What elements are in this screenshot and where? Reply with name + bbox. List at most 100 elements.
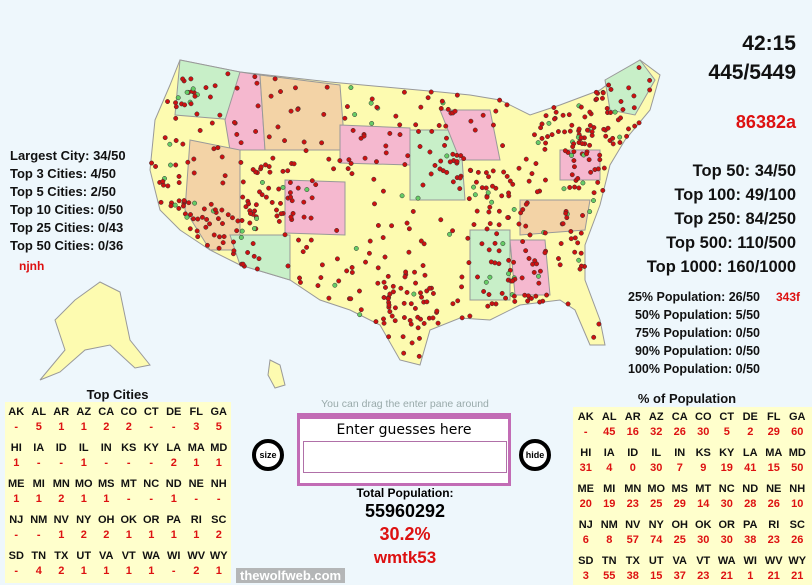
- state-value: -: [14, 529, 19, 541]
- state-value: 9: [700, 462, 707, 474]
- state-label: DE: [742, 411, 758, 423]
- city-dot: [523, 156, 529, 162]
- city-dot: [512, 299, 518, 304]
- city-dot: [567, 185, 573, 190]
- state-label: AZ: [648, 411, 664, 423]
- population-stat: 100% Population: 0/50: [628, 362, 760, 376]
- city-dot: [303, 148, 309, 154]
- city-dot: [430, 315, 436, 321]
- city-dot: [389, 223, 395, 229]
- city-dot: [188, 76, 194, 82]
- city-dot: [287, 190, 293, 196]
- enter-pane[interactable]: Enter guesses here: [297, 413, 511, 486]
- city-dot: [487, 274, 493, 280]
- state-value: 1: [215, 565, 222, 577]
- state-value: 30: [650, 462, 663, 474]
- size-button[interactable]: size: [252, 439, 284, 471]
- city-dot: [418, 316, 423, 322]
- city-dot: [385, 296, 391, 302]
- state-label: IN: [674, 447, 686, 459]
- state-label: NM: [600, 519, 618, 531]
- state-label: MI: [603, 483, 616, 495]
- city-dot: [436, 123, 442, 128]
- city-dot: [332, 282, 338, 288]
- state-label: NY: [648, 519, 664, 531]
- city-dot: [350, 127, 356, 133]
- state-value: 6: [582, 534, 589, 546]
- city-dot: [276, 186, 282, 192]
- city-dot: [582, 114, 588, 120]
- city-dot: [430, 291, 436, 296]
- city-dot: [231, 239, 236, 245]
- city-dot: [543, 177, 548, 183]
- state-value: 1: [193, 529, 200, 541]
- city-dot: [401, 350, 407, 356]
- city-dot: [204, 217, 210, 222]
- total-population-value: 55960292: [364, 501, 446, 521]
- city-dot: [475, 169, 481, 175]
- city-dot: [584, 151, 589, 157]
- state-label: IN: [100, 442, 112, 454]
- city-dot: [636, 65, 642, 71]
- state-value: 26: [673, 426, 686, 438]
- city-dot: [337, 158, 343, 164]
- city-dot: [287, 180, 293, 185]
- state-value: 25: [650, 498, 663, 510]
- city-dot: [549, 132, 555, 138]
- city-dot: [473, 179, 479, 185]
- state-value: 7: [676, 462, 683, 474]
- city-dot: [318, 275, 324, 281]
- state-shape: [184, 139, 241, 251]
- city-dot: [526, 178, 532, 184]
- city-dot: [266, 185, 272, 191]
- city-dot: [595, 166, 601, 172]
- state-shape: [439, 109, 501, 161]
- city-dot: [532, 258, 538, 264]
- state-value: 2: [103, 421, 110, 433]
- city-dot: [542, 146, 548, 152]
- city-dot: [553, 109, 559, 115]
- hide-button[interactable]: hide: [519, 439, 551, 471]
- state-value: 21: [791, 570, 804, 582]
- city-dot: [546, 120, 552, 126]
- population-stat: 25% Population: 26/50: [628, 290, 760, 304]
- state-label: CO: [120, 406, 138, 418]
- state-label: MD: [788, 447, 806, 459]
- city-dot: [191, 156, 197, 162]
- city-dot: [617, 140, 623, 145]
- city-dot: [610, 135, 616, 141]
- left-stat: Top 5 Cities: 2/50: [10, 184, 116, 199]
- city-dot: [367, 238, 373, 244]
- state-label: ME: [577, 483, 595, 495]
- state-value: 28: [744, 498, 757, 510]
- city-dot: [493, 108, 499, 114]
- guess-input[interactable]: [303, 441, 507, 473]
- city-dot: [240, 194, 246, 200]
- city-dot: [390, 283, 396, 289]
- state-value: 2: [747, 426, 754, 438]
- city-dot: [288, 214, 294, 220]
- city-dot: [516, 165, 522, 171]
- state-label: FL: [767, 411, 781, 423]
- state-label: CT: [719, 411, 735, 423]
- city-dot: [374, 159, 379, 165]
- state-label: TN: [31, 550, 47, 562]
- state-value: -: [171, 565, 176, 577]
- state-label: PA: [166, 514, 181, 526]
- city-dot: [186, 200, 192, 206]
- city-dot: [504, 173, 510, 179]
- state-value: 30: [697, 426, 710, 438]
- bottom-code: wmtk53: [373, 548, 437, 567]
- city-dot: [158, 199, 164, 205]
- city-dot: [176, 205, 182, 211]
- left-stat: Top 10 Cities: 0/50: [10, 202, 124, 217]
- state-label: NY: [76, 514, 92, 526]
- city-dot: [542, 250, 548, 256]
- state-value: 1: [80, 493, 87, 505]
- city-dot: [382, 254, 388, 260]
- state-label: KY: [143, 442, 159, 454]
- city-dot: [591, 125, 597, 130]
- city-dot: [172, 202, 178, 208]
- city-dot: [560, 112, 566, 118]
- city-dot: [519, 275, 525, 281]
